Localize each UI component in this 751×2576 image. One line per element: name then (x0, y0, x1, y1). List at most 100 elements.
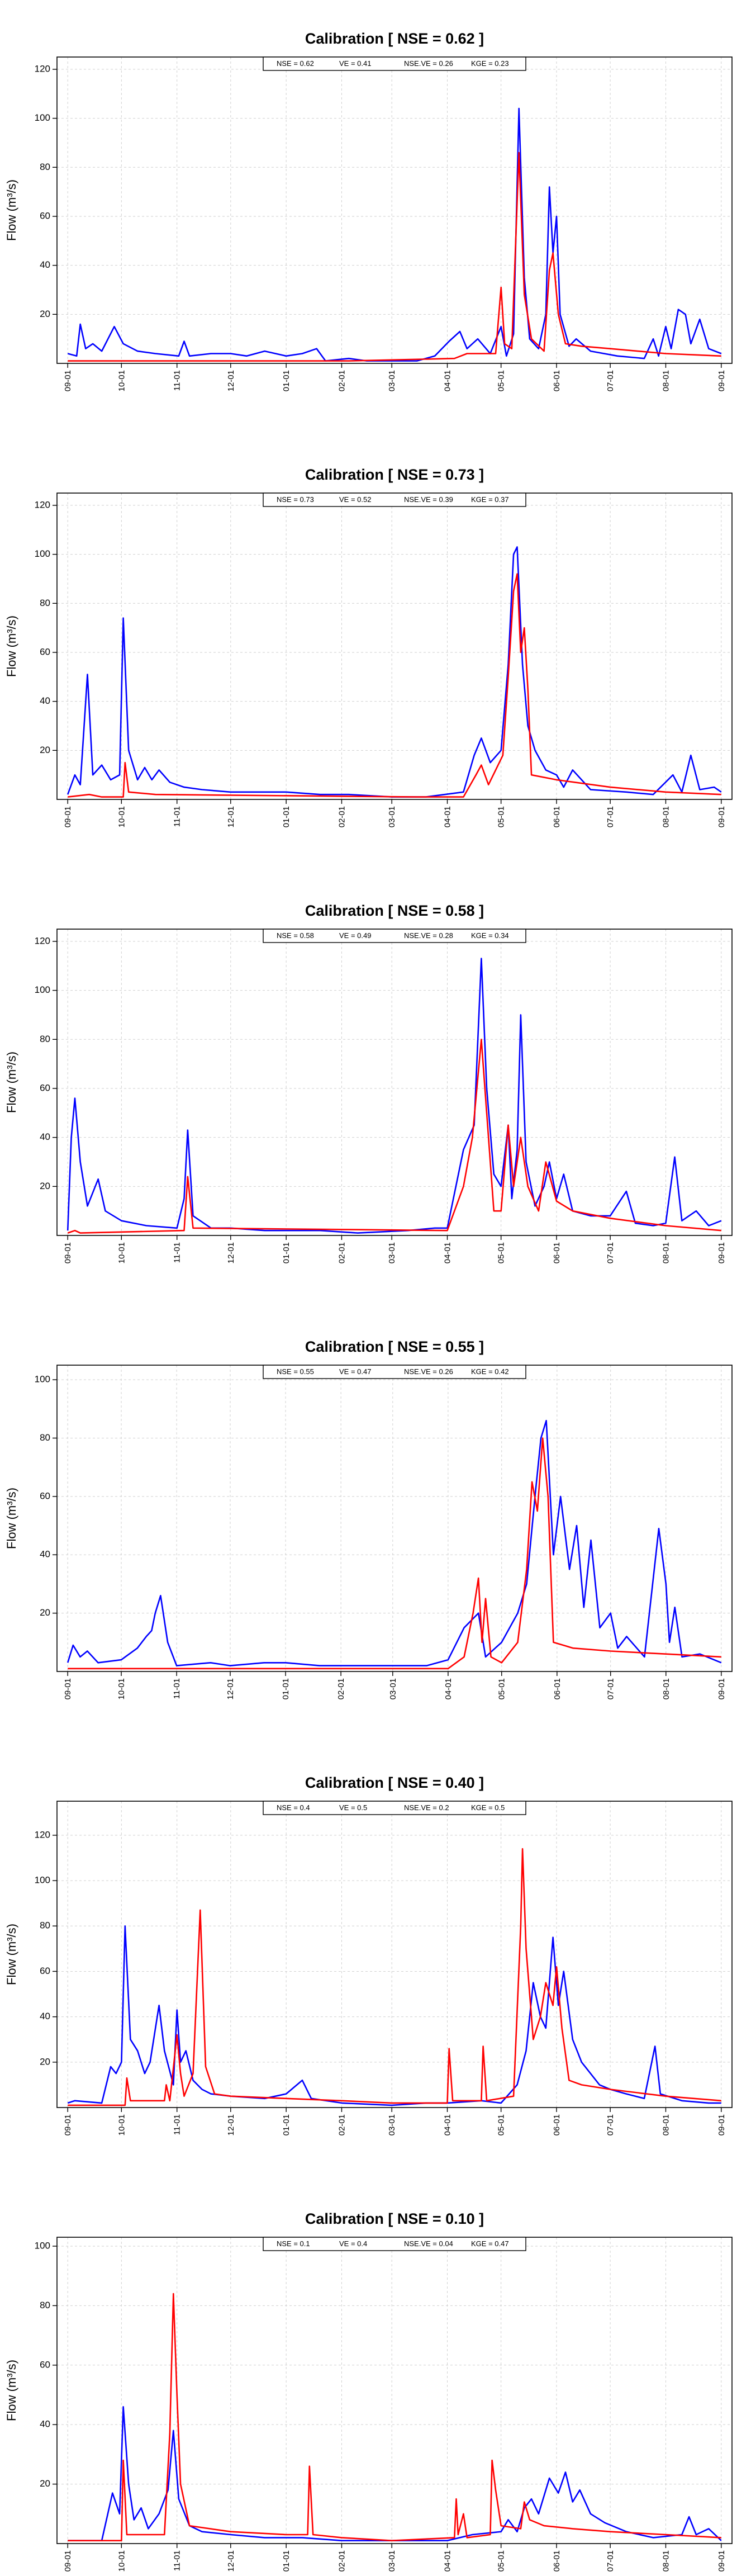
y-tick-label: 40 (40, 2419, 50, 2430)
x-tick-label: 2026-06-01 (552, 2550, 562, 2572)
x-tick-label: 2023-04-01 (443, 1242, 453, 1263)
x-tick-label: 2021-05-01 (497, 370, 506, 391)
stats-nse: NSE = 0.4 (277, 1803, 310, 1812)
y-tick-label: 100 (35, 548, 50, 559)
y-tick-label: 40 (40, 1549, 50, 1560)
y-tick-label: 100 (35, 984, 50, 995)
series-line-2 (68, 1437, 721, 1670)
x-tick-label: 2023-12-01 (226, 1678, 235, 1699)
x-tick-label: 2026-04-01 (443, 2550, 453, 2572)
x-tick-label: 2023-03-01 (387, 1242, 397, 1263)
y-tick-label: 20 (40, 1607, 50, 1618)
stats-box (263, 2237, 526, 2251)
y-tick-label: 100 (35, 1875, 50, 1886)
chart-title: Calibration [ NSE = 0.40 ] (305, 1774, 484, 1791)
x-tick-label: 2022-09-01 (63, 1242, 73, 1263)
x-tick-label: 2021-10-01 (117, 806, 126, 827)
stats-kge: KGE = 0.34 (471, 931, 509, 940)
y-tick-label: 40 (40, 695, 50, 706)
x-tick-label: 2024-10-01 (117, 2114, 126, 2135)
y-tick-label: 80 (40, 1034, 50, 1044)
stats-kge: KGE = 0.23 (471, 59, 509, 68)
stats-ve: VE = 0.52 (339, 495, 371, 504)
y-axis-label: Flow (m³/s) (4, 1488, 18, 1549)
plot-frame (56, 2237, 733, 2544)
chart-title: Calibration [ NSE = 0.62 ] (305, 30, 484, 47)
x-tick-label: 2020-09-01 (63, 370, 73, 391)
series-line-2 (68, 1848, 721, 2106)
y-tick-label: 20 (40, 1181, 50, 1191)
y-tick-label: 120 (35, 63, 50, 74)
x-tick-label: 2021-11-01 (173, 806, 182, 827)
x-tick-label: 2022-06-01 (552, 806, 562, 827)
x-tick-label: 2021-01-01 (282, 370, 291, 391)
stats-kge: KGE = 0.37 (471, 495, 509, 504)
x-tick-label: 2023-07-01 (606, 1242, 615, 1263)
y-tick-label: 80 (40, 2300, 50, 2310)
stats-nse-ve: NSE.VE = 0.39 (404, 495, 453, 504)
y-tick-label: 60 (40, 1966, 50, 1976)
x-tick-label: 2023-01-01 (282, 1242, 291, 1263)
y-tick-label: 20 (40, 745, 50, 755)
x-tick-label: 2025-03-01 (387, 2114, 397, 2135)
series-line-1 (66, 546, 722, 798)
chart-title: Calibration [ NSE = 0.73 ] (305, 466, 484, 483)
y-tick-label: 80 (40, 598, 50, 608)
x-tick-label: 2025-01-01 (282, 2114, 291, 2135)
series-line-1 (66, 958, 722, 1234)
y-tick-label: 40 (40, 2011, 50, 2021)
x-tick-label: 2024-08-01 (662, 1678, 671, 1699)
stats-nse-ve: NSE.VE = 0.26 (404, 59, 453, 68)
x-tick-label: 2026-02-01 (337, 2550, 346, 2572)
x-tick-label: 2024-06-01 (553, 1678, 562, 1699)
x-tick-label: 2022-07-01 (606, 806, 615, 827)
series-line-2 (68, 573, 721, 798)
x-tick-label: 2021-09-01 (717, 370, 726, 391)
x-tick-label: 2024-02-01 (336, 1678, 346, 1699)
x-tick-label: 2026-05-01 (497, 2550, 506, 2572)
plot-frame (56, 493, 733, 800)
x-tick-label: 2025-07-01 (606, 2114, 615, 2135)
series-line-2 (68, 151, 721, 362)
x-tick-label: 2022-09-01 (717, 806, 726, 827)
x-tick-label: 2024-07-01 (606, 1678, 616, 1699)
stats-kge: KGE = 0.42 (471, 1367, 509, 1376)
stats-ve: VE = 0.5 (339, 1803, 367, 1812)
series-line-1 (67, 1925, 721, 2106)
y-tick-label: 80 (40, 1920, 50, 1931)
x-tick-label: 2024-12-01 (226, 2114, 236, 2135)
y-tick-label: 80 (40, 162, 50, 172)
x-tick-label: 2025-10-01 (117, 2550, 126, 2572)
stats-nse: NSE = 0.58 (277, 931, 314, 940)
stats-nse: NSE = 0.73 (277, 495, 314, 504)
x-tick-label: 2021-06-01 (552, 370, 562, 391)
y-tick-label: 60 (40, 2359, 50, 2370)
x-tick-label: 2024-05-01 (497, 1678, 507, 1699)
x-tick-label: 2023-09-01 (717, 1242, 726, 1263)
x-tick-label: 2024-09-01 (717, 1678, 726, 1699)
x-tick-label: 2026-09-01 (717, 2550, 726, 2572)
stats-box (263, 493, 526, 507)
x-tick-label: 2025-09-01 (63, 2550, 73, 2572)
y-tick-label: 100 (35, 112, 50, 123)
x-tick-label: 2024-04-01 (444, 1678, 453, 1699)
x-tick-label: 2021-04-01 (443, 370, 453, 391)
plot-frame (56, 929, 733, 1236)
x-tick-label: 2024-11-01 (173, 2114, 182, 2135)
stats-nse-ve: NSE.VE = 0.2 (404, 1803, 449, 1812)
stats-box (263, 929, 526, 943)
chart-panel-6: Calibration [ NSE = 0.10 ] Flow (m³/s) 20 4… (4, 2210, 733, 2572)
stats-box (263, 1801, 526, 1815)
stats-kge: KGE = 0.5 (471, 1803, 505, 1812)
y-tick-label: 20 (40, 2478, 50, 2489)
y-tick-label: 20 (40, 309, 50, 319)
y-tick-label: 60 (40, 1490, 50, 1501)
series-line-2 (68, 2293, 721, 2541)
series-line-2 (67, 1039, 721, 1234)
stats-nse: NSE = 0.55 (277, 1367, 314, 1376)
chart-panel-5: Calibration [ NSE = 0.40 ] Flow (m³/s) 20 4… (4, 1774, 733, 2135)
x-tick-label: 2021-07-01 (606, 370, 615, 391)
stats-nse: NSE = 0.62 (277, 59, 314, 68)
chart-panel-1: Calibration [ NSE = 0.62 ] Flow (m³/s) 20 4… (4, 30, 733, 391)
